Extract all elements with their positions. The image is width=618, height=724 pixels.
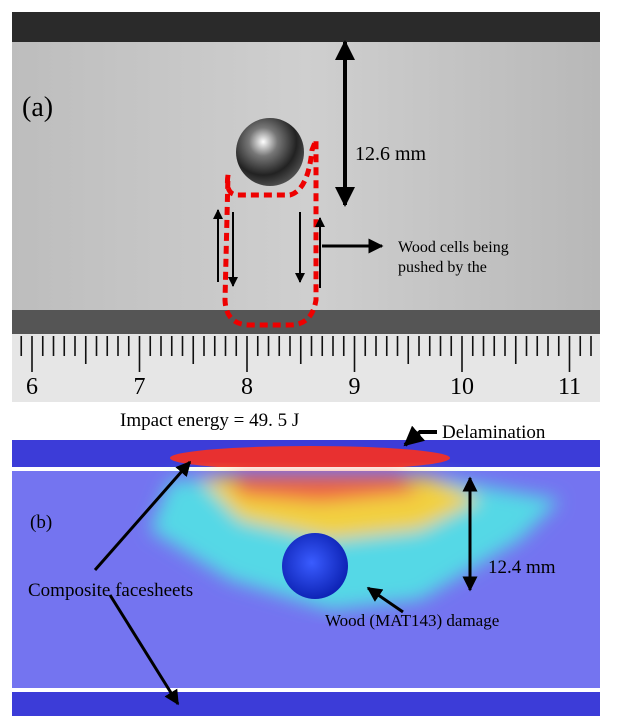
- bottom-facesheet: [12, 692, 600, 716]
- ruler-number: 11: [558, 374, 581, 400]
- panel-b: Impact energy = 49. 5 J Delamination (b)…: [12, 410, 600, 716]
- ruler-number: 10: [450, 374, 474, 400]
- top-band: [12, 12, 600, 42]
- wood-core: [12, 42, 600, 312]
- annotation-line: Wood cells being: [398, 239, 509, 256]
- delamination-zone: [170, 446, 450, 470]
- ruler-number: 6: [26, 374, 38, 400]
- figure: (a) 12.6 mm Wood cells being pushed by t…: [0, 0, 618, 724]
- dimension-label: 12.6 mm: [355, 143, 427, 165]
- caption: Impact energy = 49. 5 J: [120, 410, 299, 431]
- panel-a: (a) 12.6 mm Wood cells being pushed by t…: [12, 12, 600, 402]
- annotation-line: pushed by the: [398, 259, 487, 276]
- interface: [12, 467, 600, 471]
- ruler-number: 8: [241, 374, 253, 400]
- ruler-number: 9: [349, 374, 361, 400]
- impactor: [282, 533, 348, 599]
- ruler-number: 7: [134, 374, 146, 400]
- facesheets-label: Composite facesheets: [28, 580, 193, 601]
- ruler: [12, 334, 600, 402]
- damage-label: Wood (MAT143) damage: [325, 611, 499, 630]
- panel-label: (a): [22, 92, 53, 123]
- delamination-label: Delamination: [442, 422, 546, 443]
- panel-label: (b): [30, 512, 52, 533]
- interface: [12, 688, 600, 692]
- dimension-label: 12.4 mm: [488, 557, 556, 578]
- steel-ball: [236, 118, 304, 186]
